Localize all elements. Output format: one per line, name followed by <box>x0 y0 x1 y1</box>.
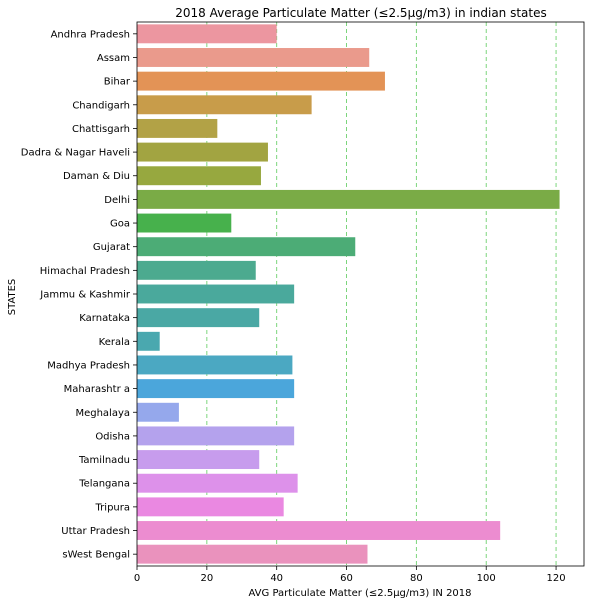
bar <box>137 260 256 280</box>
x-tick-label: 80 <box>410 573 423 584</box>
bar <box>137 331 160 351</box>
y-tick-label: Delhi <box>104 195 130 206</box>
bar <box>137 71 385 91</box>
y-tick-label: Jammu & Kashmir <box>39 290 131 301</box>
bar <box>137 426 295 446</box>
x-axis-title: AVG Particulate Matter (≤2.5μg/m3) IN 20… <box>248 588 471 599</box>
bar <box>137 473 298 493</box>
bar <box>137 142 268 162</box>
y-tick-label: Tripura <box>95 502 130 513</box>
bar <box>137 118 218 138</box>
y-tick-label: Bihar <box>104 77 131 88</box>
bar <box>137 189 560 209</box>
y-tick-label: Uttar Pradesh <box>61 526 130 537</box>
bar <box>137 237 356 257</box>
chart-title: 2018 Average Particulate Matter (≤2.5μg/… <box>175 6 547 20</box>
bar <box>137 402 179 422</box>
x-tick-label: 100 <box>477 573 496 584</box>
bar <box>137 213 232 233</box>
bar <box>137 284 295 304</box>
y-tick-label: Daman & Diu <box>63 171 130 182</box>
y-tick-label: Odisha <box>95 431 130 442</box>
y-tick-label: Meghalaya <box>75 408 130 419</box>
y-tick-label: Chattisgarh <box>72 124 130 135</box>
y-tick-label: Madhya Pradesh <box>47 360 130 371</box>
x-tick-label: 0 <box>134 573 140 584</box>
x-axis: 0 20 40 60 80 100 120 <box>134 566 566 584</box>
y-tick-label: Andhra Pradesh <box>51 29 130 40</box>
bars <box>137 24 560 564</box>
x-tick-label: 40 <box>270 573 283 584</box>
y-tick-label: Karnataka <box>79 313 130 324</box>
y-tick-label: Chandigarh <box>72 100 130 111</box>
bar <box>137 95 312 115</box>
y-tick-label: Himachal Pradesh <box>40 266 130 277</box>
x-tick-label: 120 <box>547 573 566 584</box>
y-tick-label: Gujarat <box>93 242 130 253</box>
y-tick-label: Maharashtr a <box>64 384 130 395</box>
bar <box>137 521 501 540</box>
bar <box>137 450 260 470</box>
y-tick-label: sWest Bengal <box>62 550 130 561</box>
bar <box>137 48 370 67</box>
y-tick-label: Goa <box>110 219 130 230</box>
x-tick-label: 20 <box>200 573 213 584</box>
y-tick-label: Tamilnadu <box>78 455 130 466</box>
bar <box>137 308 260 328</box>
bar <box>137 24 277 44</box>
y-tick-label: Dadra & Nagar Haveli <box>21 148 130 159</box>
y-tick-label: Telangana <box>78 479 130 490</box>
bar <box>137 355 293 375</box>
y-tick-label: Kerala <box>99 337 130 348</box>
y-axis: Andhra Pradesh Assam Bihar Chandigarh Chatti… <box>21 29 137 561</box>
bar <box>137 497 284 517</box>
y-axis-title: STATES <box>7 279 18 316</box>
y-tick-label: Assam <box>97 53 130 64</box>
bar <box>137 544 368 564</box>
bar <box>137 166 261 186</box>
x-tick-label: 60 <box>340 573 353 584</box>
bar <box>137 379 295 399</box>
